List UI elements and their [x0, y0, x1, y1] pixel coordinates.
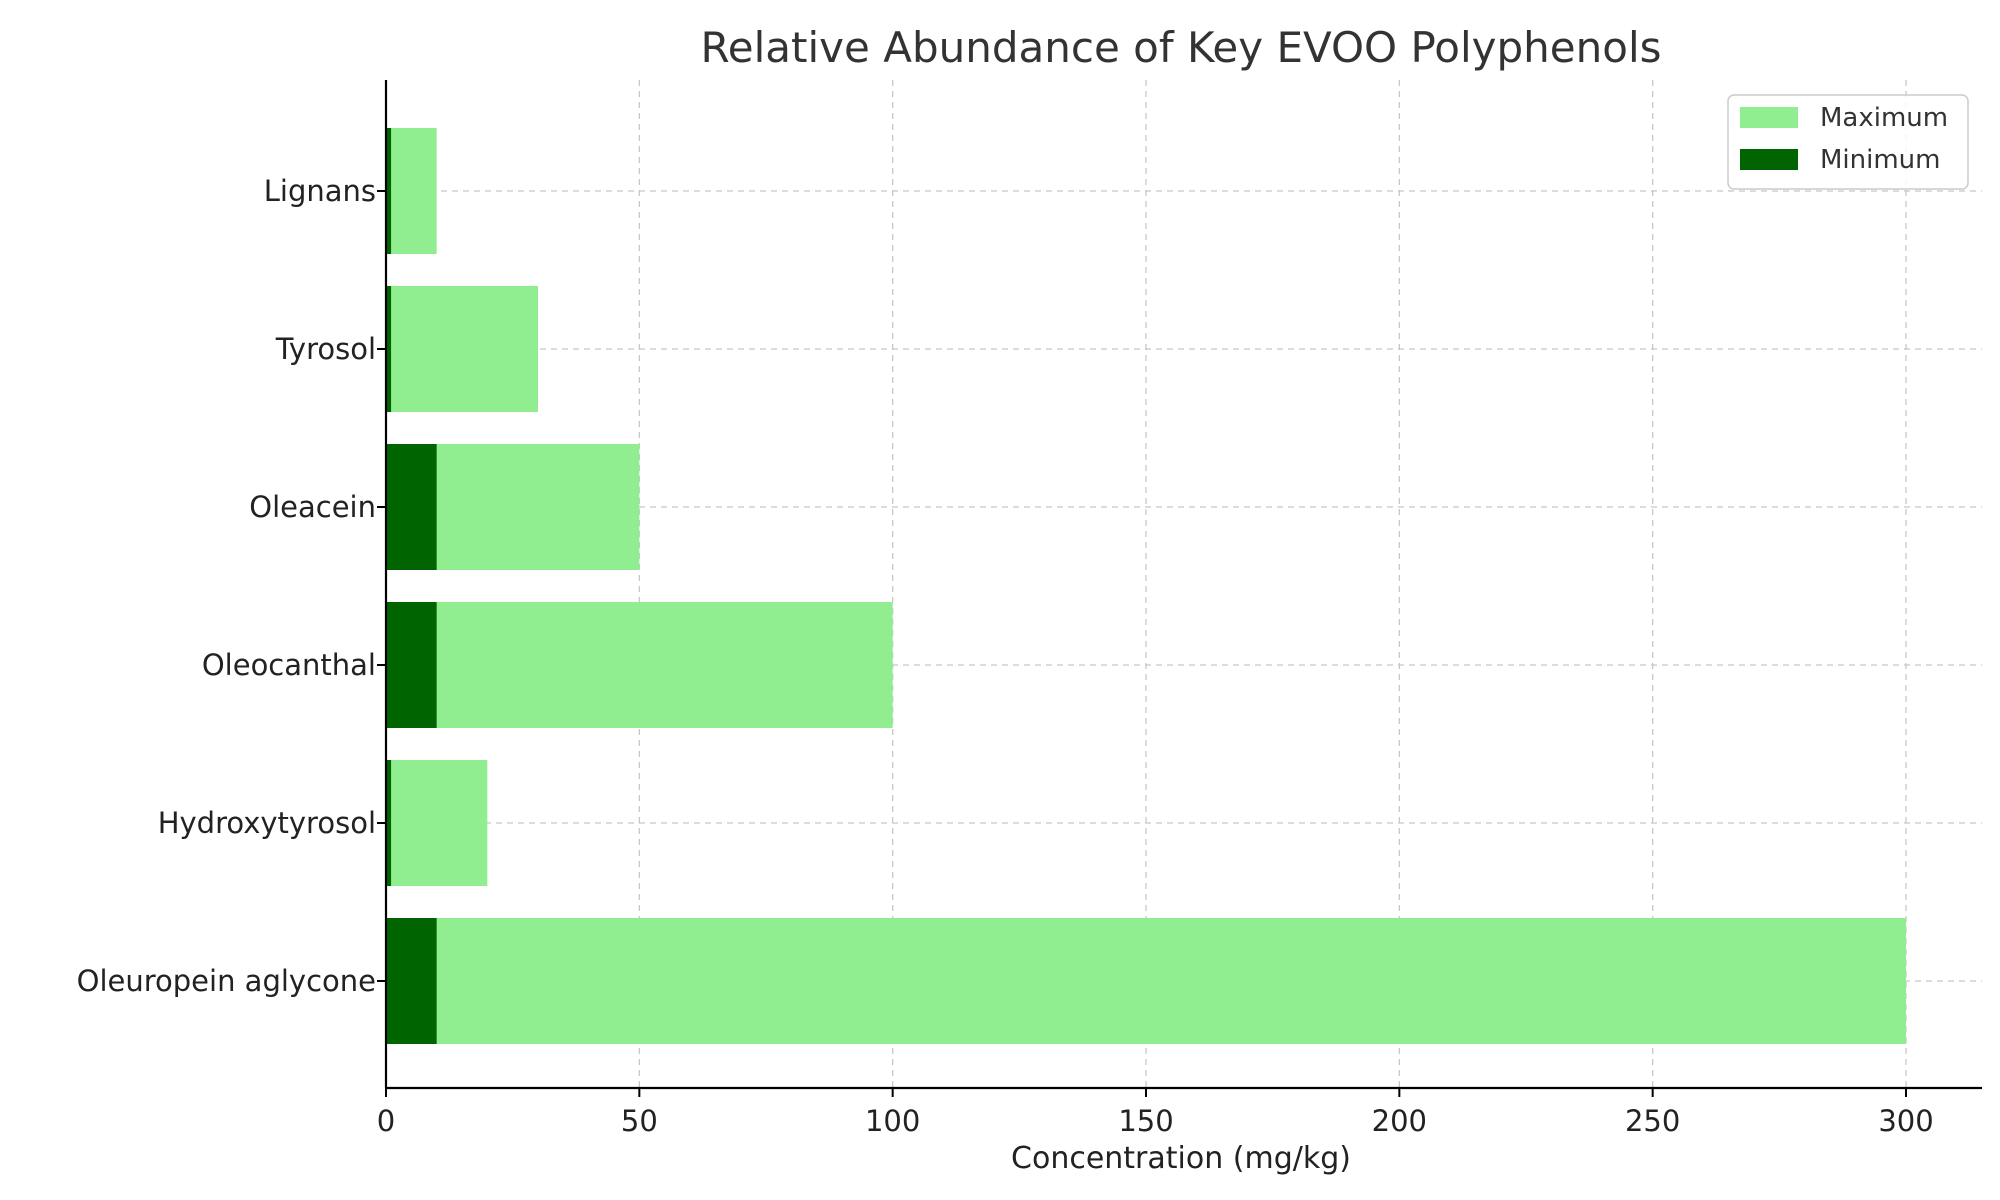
- bar-maximum-2: [386, 602, 893, 728]
- bar-maximum-1: [386, 760, 488, 886]
- bar-maximum-4: [386, 286, 538, 412]
- x-tick-label: 150: [1118, 1104, 1173, 1138]
- x-axis-label: Concentration (mg/kg): [1011, 1141, 1351, 1176]
- bar-maximum-5: [386, 128, 437, 254]
- x-tick-label: 100: [865, 1104, 920, 1138]
- legend: Maximum Minimum: [1727, 94, 1969, 190]
- bar-minimum-2: [386, 602, 437, 728]
- bars: [386, 128, 1906, 1044]
- y-tick-label: Oleacein: [249, 490, 376, 524]
- x-tick-label: 50: [621, 1104, 658, 1138]
- bar-minimum-0: [386, 918, 437, 1044]
- y-tick-label: Hydroxytyrosol: [158, 806, 376, 840]
- bar-maximum-0: [386, 918, 1906, 1044]
- y-tick-label: Tyrosol: [275, 332, 376, 366]
- x-tick-label: 200: [1372, 1104, 1427, 1138]
- tick-labels: 0 50 100 150 200 250 300 Oleuropein aglycone Hyd…: [77, 174, 1934, 1138]
- legend-swatch-maximum: [1740, 107, 1798, 128]
- bar-minimum-1: [386, 760, 392, 886]
- x-tick-label: 0: [377, 1104, 395, 1138]
- bar-minimum-5: [386, 128, 392, 254]
- legend-label-maximum: Maximum: [1820, 103, 1948, 133]
- bar-minimum-4: [386, 286, 392, 412]
- bar-minimum-3: [386, 444, 437, 570]
- chart-title: Relative Abundance of Key EVOO Polypheno…: [700, 23, 1661, 72]
- legend-swatch-minimum: [1740, 149, 1798, 170]
- y-tick-label: Lignans: [264, 174, 376, 208]
- y-tick-label: Oleocanthal: [202, 648, 376, 682]
- x-tick-label: 250: [1625, 1104, 1680, 1138]
- y-tick-label: Oleuropein aglycone: [77, 964, 376, 998]
- axes: [384, 80, 1982, 1090]
- legend-label-minimum: Minimum: [1820, 145, 1941, 175]
- x-tick-label: 300: [1878, 1104, 1933, 1138]
